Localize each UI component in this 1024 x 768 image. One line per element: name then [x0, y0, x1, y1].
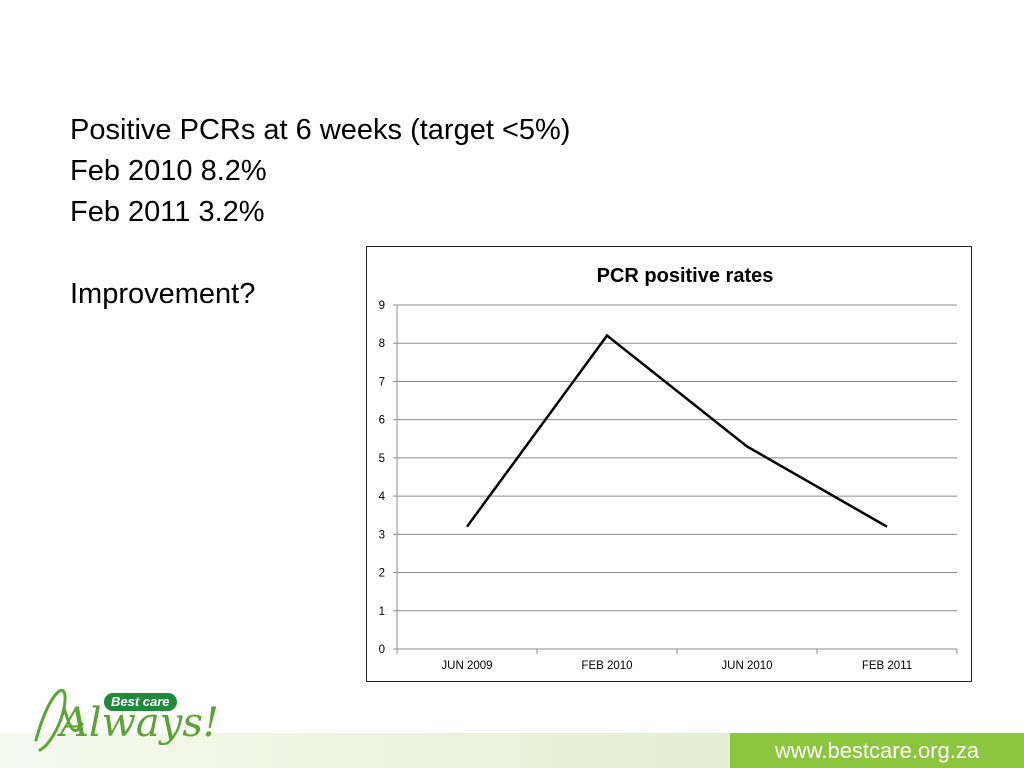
chart-title: PCR positive rates	[597, 265, 774, 287]
slide-heading: Positive PCRs at 6 weeks (target <5%)	[70, 114, 571, 146]
y-tick-label-5: 5	[379, 453, 385, 465]
logo-badge: Best care	[104, 693, 177, 711]
x-tick-label-1: FEB 2010	[581, 660, 632, 672]
y-tick-label-7: 7	[379, 376, 385, 388]
x-tick-label-0: JUN 2009	[441, 660, 492, 672]
y-tick-label-2: 2	[379, 568, 385, 580]
y-tick-label-9: 9	[379, 300, 385, 312]
slide-line-feb-2010: Feb 2010 8.2%	[70, 155, 267, 187]
y-tick-label-4: 4	[379, 491, 386, 503]
line-chart: PCR positive rates 0 1 2 3 4 5 6 7 8 9 JUN 2009 FEB …	[379, 265, 958, 672]
slide-question: Improvement?	[70, 278, 256, 310]
logo-swoosh-icon	[34, 688, 84, 752]
y-tick-label-8: 8	[379, 338, 385, 350]
x-tick-label-2: JUN 2010	[721, 660, 772, 672]
y-tick-label-6: 6	[379, 415, 385, 427]
bestcare-logo: Always!	[34, 688, 219, 752]
series-line-0	[465, 333, 888, 528]
footer-url[interactable]: www.bestcare.org.za	[730, 733, 1024, 768]
slide-line-feb-2011: Feb 2011 3.2%	[70, 196, 265, 228]
y-tick-label-3: 3	[379, 529, 385, 541]
y-tick-label-0: 0	[379, 644, 385, 656]
chart-frame: PCR positive rates 0 1 2 3 4 5 6 7 8 9 JUN 2009 FEB …	[366, 246, 972, 682]
x-tick-label-3: FEB 2011	[862, 660, 912, 672]
y-tick-label-1: 1	[379, 606, 385, 618]
slide-text: Positive PCRs at 6 weeks (target <5%) Fe…	[70, 110, 570, 315]
